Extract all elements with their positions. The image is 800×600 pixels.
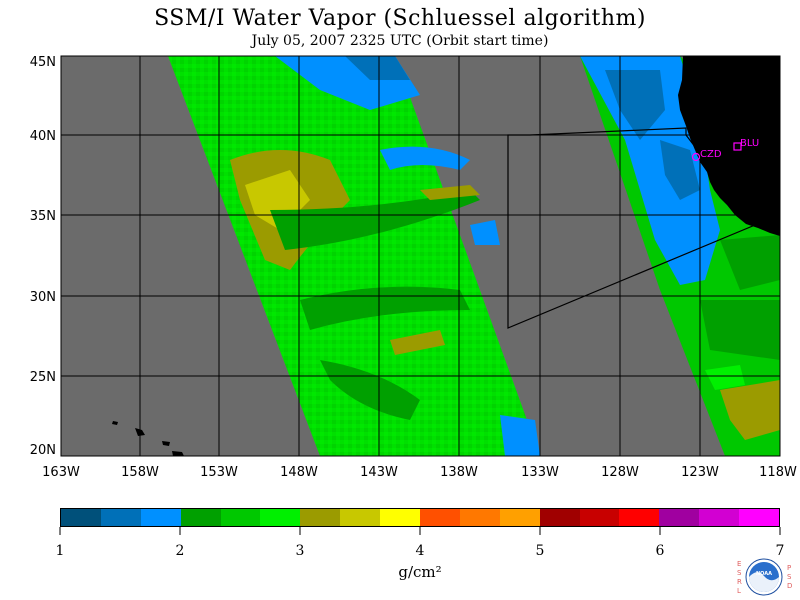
- station-label-czd: CZD: [700, 149, 722, 160]
- lat-label-30n: 30N: [30, 290, 56, 305]
- lat-label-20n: 20N: [30, 443, 56, 458]
- lon-label-128w: 128W: [601, 465, 639, 480]
- colorbar-cell: [699, 509, 740, 526]
- logo-left-letter-2: S: [737, 569, 742, 577]
- lon-label-133w: 133W: [521, 465, 559, 480]
- colorbar-cell: [260, 509, 301, 526]
- colorbar-cell: [619, 509, 660, 526]
- map-title: SSM/I Water Vapor (Schluessel algorithm): [154, 6, 646, 31]
- logo-right-letter-3: D: [787, 582, 792, 590]
- colorbar-cell: [539, 509, 580, 526]
- map-subtitle: July 05, 2007 2325 UTC (Orbit start time…: [251, 33, 549, 49]
- colorbar-cell: [340, 509, 381, 526]
- colorbar-cell: [140, 509, 181, 526]
- colorbar-label-2: 2: [175, 543, 185, 559]
- colorbar: [60, 508, 780, 527]
- lat-label-40n: 40N: [30, 129, 56, 144]
- land-mass: [678, 56, 780, 236]
- lon-label-118w: 118W: [759, 465, 797, 480]
- colorbar-cell: [420, 509, 460, 526]
- logo-center-text: NOAA: [756, 571, 772, 577]
- logo-left-letter-1: E: [737, 560, 741, 568]
- colorbar-units: g/cm²: [398, 563, 442, 581]
- lat-label-25n: 25N: [30, 370, 56, 385]
- lat-labels: 45N 40N 35N 30N 25N 20N: [30, 55, 56, 458]
- lon-label-153w: 153W: [200, 465, 238, 480]
- map-frame: [60, 55, 781, 457]
- colorbar-label-4: 4: [415, 543, 425, 559]
- colorbar-cell: [380, 509, 421, 526]
- station-label-blu: BLU: [740, 138, 759, 149]
- grid: [61, 56, 780, 456]
- lon-label-143w: 143W: [360, 465, 398, 480]
- colorbar-cell: [220, 509, 261, 526]
- colorbar-label-3: 3: [295, 543, 305, 559]
- colorbar-cell: [100, 509, 141, 526]
- logo-right-letter-1: P: [787, 564, 791, 572]
- lon-labels: 163W 158W 153W 148W 143W 138W 133W 128W …: [42, 465, 797, 480]
- station-blu: BLU: [733, 138, 759, 151]
- lon-label-163w: 163W: [42, 465, 80, 480]
- logo-right-letter-2: S: [787, 573, 792, 581]
- colorbar-cell: [61, 509, 101, 526]
- colorbar-label-6: 6: [655, 543, 665, 559]
- colorbar-cell: [739, 509, 780, 526]
- region-outline: [507, 127, 756, 329]
- colorbar-cell: [459, 509, 500, 526]
- noaa-logo: E S R L P S D NOAA: [737, 558, 792, 596]
- colorbar-label-7: 7: [775, 543, 785, 559]
- logo-left-letter-4: L: [737, 587, 741, 595]
- station-czd: CZD: [691, 149, 722, 162]
- lon-label-138w: 138W: [440, 465, 478, 480]
- swath-1: [168, 56, 540, 456]
- lon-label-123w: 123W: [681, 465, 719, 480]
- colorbar-label-5: 5: [535, 543, 545, 559]
- colorbar-cell: [180, 509, 221, 526]
- colorbar-ticks: [59, 527, 781, 535]
- lat-label-35n: 35N: [30, 209, 56, 224]
- colorbar-cell: [579, 509, 620, 526]
- colorbar-cell: [300, 509, 341, 526]
- colorbar-cell: [659, 509, 700, 526]
- lon-label-158w: 158W: [121, 465, 159, 480]
- colorbar-label-1: 1: [55, 543, 65, 559]
- colorbar-cell: [499, 509, 540, 526]
- lat-label-45n: 45N: [30, 55, 56, 70]
- lon-label-148w: 148W: [280, 465, 318, 480]
- logo-left-letter-3: R: [737, 578, 742, 586]
